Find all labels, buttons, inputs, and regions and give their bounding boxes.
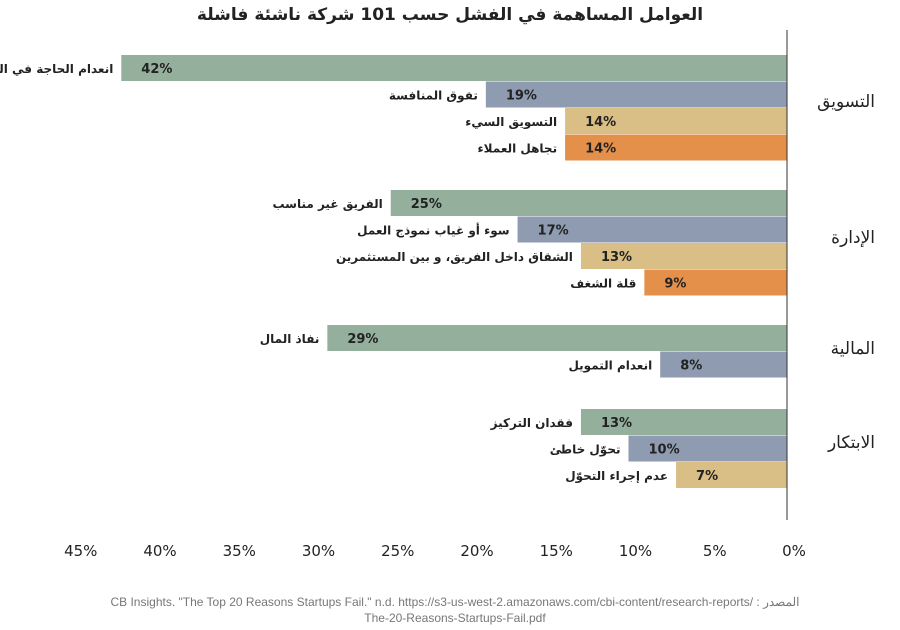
bar-category-label: تحوّل خاطئ [550, 443, 621, 458]
x-tick-label: 0% [782, 542, 806, 560]
group-label: التسويق [817, 92, 875, 112]
bar-category-label: سوء أو غياب نموذج العمل [357, 223, 509, 239]
bar [565, 108, 787, 134]
source-text-line1: CB Insights. "The Top 20 Reasons Startup… [110, 595, 754, 609]
bar-value-label: 7% [696, 469, 718, 484]
x-tick-label: 5% [703, 542, 727, 560]
bar-value-label: 42% [141, 62, 172, 77]
bar-value-label: 14% [585, 115, 616, 130]
group-label: المالية [831, 339, 875, 359]
bar [327, 325, 787, 351]
bar-category-label: نفاذ المال [260, 332, 320, 346]
group-label: الابتكار [827, 433, 875, 453]
x-tick-label: 35% [223, 542, 256, 560]
bar [121, 55, 788, 81]
bar-category-label: انعدام الحاجة في السوق [0, 62, 113, 77]
bar [565, 134, 787, 161]
x-tick-label: 45% [64, 542, 97, 560]
source-label: المصدر : [756, 595, 800, 609]
bar [517, 216, 787, 243]
bar [676, 462, 787, 488]
bar-chart: 42% انعدام الحاجة في السوق 19% تفوق المنافس… [0, 30, 875, 560]
chart-title: العوامل المساهمة في الفشل حسب 101 شركة ن… [196, 5, 704, 25]
bar-category-label: الفريق غير مناسب [272, 197, 382, 211]
bar-category-label: انعدام التمويل [568, 359, 652, 374]
bar-value-label: 8% [680, 359, 702, 374]
bar [628, 435, 787, 462]
source-note: CB Insights. "The Top 20 Reasons Startup… [40, 594, 870, 626]
bar [580, 409, 787, 435]
bar-value-label: 19% [506, 89, 537, 104]
bar-value-label: 29% [347, 332, 378, 347]
bar-category-label: قلة الشغف [570, 277, 636, 291]
x-tick-label: 40% [143, 542, 176, 560]
group-label: الإدارة [831, 228, 875, 248]
bar [580, 243, 787, 269]
bar-value-label: 25% [411, 197, 442, 212]
bar-category-label: عدم إجراء التحوّل [565, 469, 668, 484]
bar [644, 269, 787, 296]
bar-value-label: 17% [538, 224, 569, 239]
bar-value-label: 9% [664, 277, 686, 292]
bar-category-label: تجاهل العملاء [478, 142, 558, 156]
source-text-line2: The-20-Reasons-Startups-Fail.pdf [364, 611, 546, 625]
bar-value-label: 10% [649, 443, 680, 458]
x-tick-label: 25% [381, 542, 414, 560]
x-tick-label: 15% [540, 542, 573, 560]
x-tick-label: 10% [619, 542, 652, 560]
bar [390, 190, 787, 216]
bar-category-label: الشقاق داخل الفريق، و بين المستثمرين [336, 250, 573, 265]
bar-category-label: تفوق المنافسة [389, 89, 478, 104]
bar [660, 351, 787, 378]
x-tick-label: 30% [302, 542, 335, 560]
bar [485, 81, 787, 108]
x-tick-label: 20% [460, 542, 493, 560]
bar-category-label: فقدان التركيز [490, 416, 573, 430]
bar-value-label: 13% [601, 416, 632, 431]
bar-category-label: التسويق السيء [465, 115, 557, 130]
bar-value-label: 13% [601, 250, 632, 265]
bar-value-label: 14% [585, 142, 616, 157]
